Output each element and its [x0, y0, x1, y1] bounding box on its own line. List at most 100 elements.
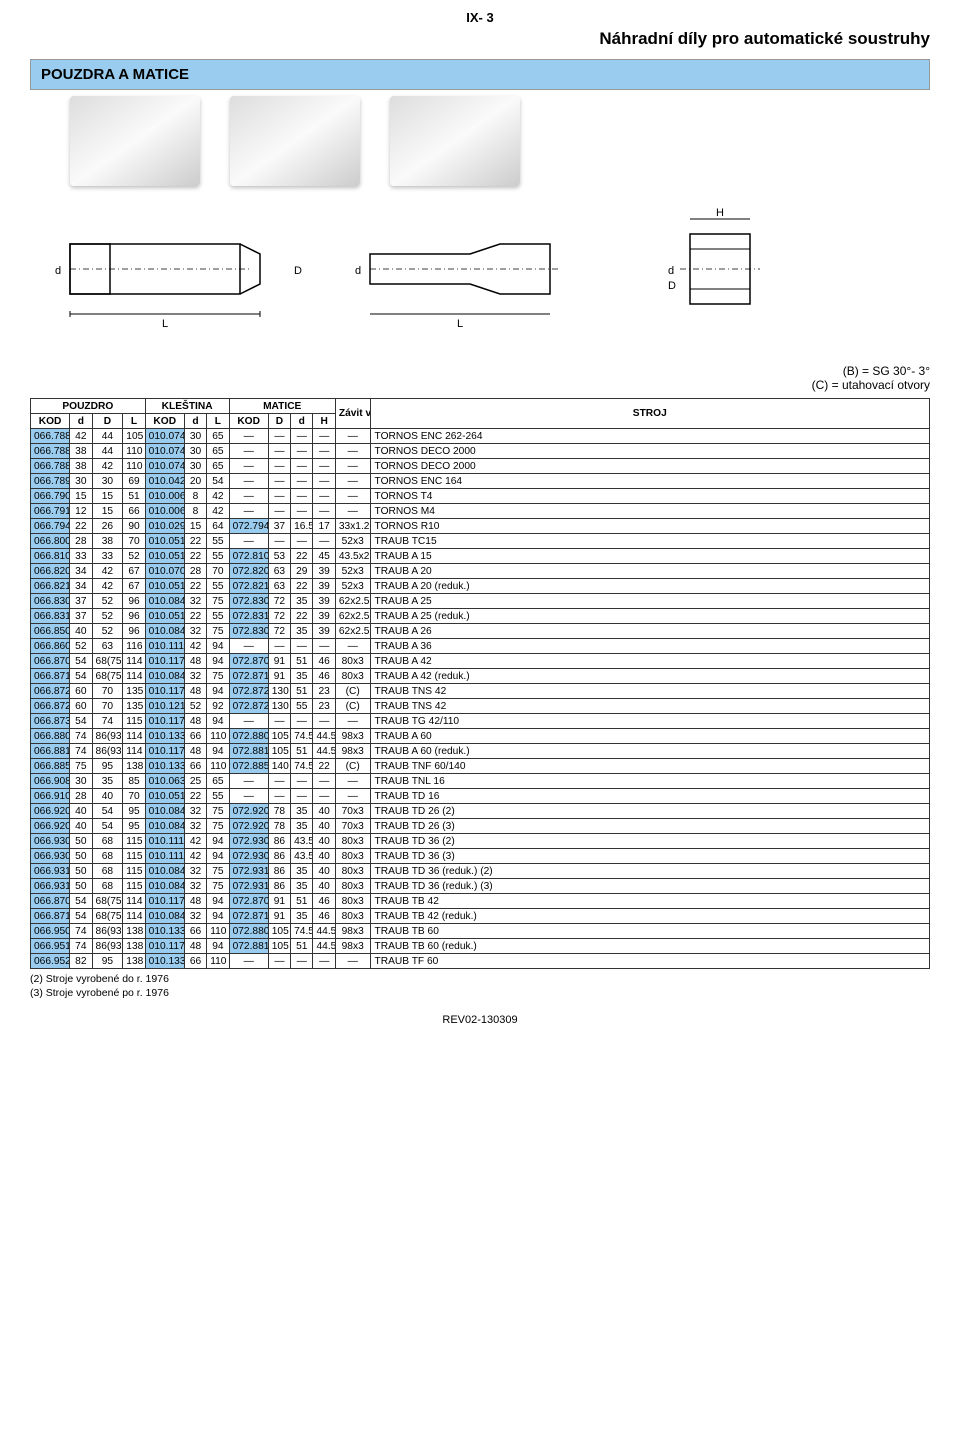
cell-md: —	[291, 954, 313, 969]
cell-md: —	[291, 489, 313, 504]
cell-zv: 52x3	[335, 579, 370, 594]
table-row: 066.9315068115010.0843275072.931 B863540…	[31, 879, 930, 894]
cell-pL: 138	[123, 759, 145, 774]
cell-kL: 94	[207, 714, 229, 729]
cell-kd: 32	[184, 594, 206, 609]
cell-pL: 114	[123, 669, 145, 684]
cell-pD: 86(93)	[92, 939, 123, 954]
cell-pk: 066.800	[31, 534, 70, 549]
cell-kk: 010.084	[145, 879, 184, 894]
cell-md: 43.5	[291, 849, 313, 864]
cell-pd: 42	[70, 429, 92, 444]
cell-kL: 65	[207, 429, 229, 444]
table-body: 066.7884244105010.0743065—————TORNOS ENC…	[31, 429, 930, 969]
cell-mD: 91	[268, 654, 290, 669]
cell-mD: 130	[268, 684, 290, 699]
cell-pD: 86(93)	[92, 729, 123, 744]
cell-mk: 072.831	[229, 609, 268, 624]
cell-mH: 39	[313, 594, 335, 609]
cell-kd: 25	[184, 774, 206, 789]
cell-md: 51	[291, 684, 313, 699]
table-row: 066.8715468(75)114010.0843275072.8719135…	[31, 669, 930, 684]
cell-kL: 94	[207, 894, 229, 909]
cell-zv: (C)	[335, 759, 370, 774]
cell-kd: 32	[184, 909, 206, 924]
cell-mk: 072.920B	[229, 819, 268, 834]
table-row: 066.8735474115010.1174894—————TRAUB TG 4…	[31, 714, 930, 729]
cell-stroj: TORNOS M4	[370, 504, 929, 519]
cell-mk: 072.872	[229, 684, 268, 699]
cell-pk: 066.872	[31, 684, 70, 699]
cell-mk: 072.794	[229, 519, 268, 534]
cell-pL: 115	[123, 849, 145, 864]
table-row: 066.791121566010.006842—————TORNOS M4	[31, 504, 930, 519]
cell-kd: 30	[184, 459, 206, 474]
cell-mD: —	[268, 789, 290, 804]
cell-pL: 96	[123, 594, 145, 609]
cell-mD: 53	[268, 549, 290, 564]
cell-zv: —	[335, 789, 370, 804]
cell-mH: 40	[313, 804, 335, 819]
cell-pd: 33	[70, 549, 92, 564]
table-row: 066.8705468(75)114010.1174894072.8709151…	[31, 894, 930, 909]
cell-pd: 40	[70, 624, 92, 639]
cell-zv: 62x2.5	[335, 609, 370, 624]
cell-pd: 75	[70, 759, 92, 774]
cell-mH: 17	[313, 519, 335, 534]
cell-mD: —	[268, 774, 290, 789]
cell-mk: —	[229, 489, 268, 504]
cell-pk: 066.930	[31, 849, 70, 864]
cell-mD: —	[268, 639, 290, 654]
cell-kd: 32	[184, 669, 206, 684]
cell-mH: —	[313, 489, 335, 504]
cell-pD: 68	[92, 834, 123, 849]
cell-kk: 010.042	[145, 474, 184, 489]
cell-kd: 32	[184, 864, 206, 879]
cell-kL: 55	[207, 534, 229, 549]
cell-pd: 74	[70, 744, 92, 759]
cell-kd: 66	[184, 954, 206, 969]
table-row: 066.788B3844110010.0743065—————TORNOS DE…	[31, 444, 930, 459]
cell-zv: 62x2.5	[335, 624, 370, 639]
table-row: 066.789303069010.0422054—————TORNOS ENC …	[31, 474, 930, 489]
cell-kk: 010.051	[145, 789, 184, 804]
cell-kd: 22	[184, 789, 206, 804]
cell-pd: 22	[70, 519, 92, 534]
svg-text:H: H	[716, 207, 724, 219]
cell-kL: 75	[207, 669, 229, 684]
cell-kd: 8	[184, 489, 206, 504]
legend-b: (B) = SG 30°- 3°	[30, 364, 930, 378]
cell-kk: 010.117	[145, 654, 184, 669]
cell-pD: 86(93)	[92, 924, 123, 939]
cell-kd: 48	[184, 714, 206, 729]
cell-stroj: TORNOS R10	[370, 519, 929, 534]
cell-kd: 48	[184, 654, 206, 669]
cell-mH: —	[313, 789, 335, 804]
svg-text:D: D	[294, 265, 302, 277]
cell-pk: 066.885	[31, 759, 70, 774]
cell-kk: 010.133	[145, 729, 184, 744]
cell-pL: 67	[123, 564, 145, 579]
cell-pD: 70	[92, 699, 123, 714]
cell-pd: 38	[70, 444, 92, 459]
cell-mH: 44.5	[313, 924, 335, 939]
cell-pd: 74	[70, 924, 92, 939]
cell-kk: 010.084	[145, 909, 184, 924]
cell-kk: 010.051	[145, 549, 184, 564]
cell-pk: 066.930	[31, 834, 70, 849]
cell-pd: 37	[70, 594, 92, 609]
svg-text:D: D	[668, 280, 676, 292]
cell-md: —	[291, 534, 313, 549]
cell-zv: 70x3	[335, 819, 370, 834]
cell-kL: 75	[207, 624, 229, 639]
cell-zv: 70x3	[335, 804, 370, 819]
cell-pk: 066.871	[31, 909, 70, 924]
cell-pk: 066.950	[31, 924, 70, 939]
cell-mH: —	[313, 534, 335, 549]
table-row: 066.9507486(93)138010.13366110072.880105…	[31, 924, 930, 939]
cell-pL: 95	[123, 819, 145, 834]
cell-kd: 28	[184, 564, 206, 579]
cell-pL: 67	[123, 579, 145, 594]
cell-kk: 010.070	[145, 564, 184, 579]
cell-stroj: TRAUB TD 36 (3)	[370, 849, 929, 864]
